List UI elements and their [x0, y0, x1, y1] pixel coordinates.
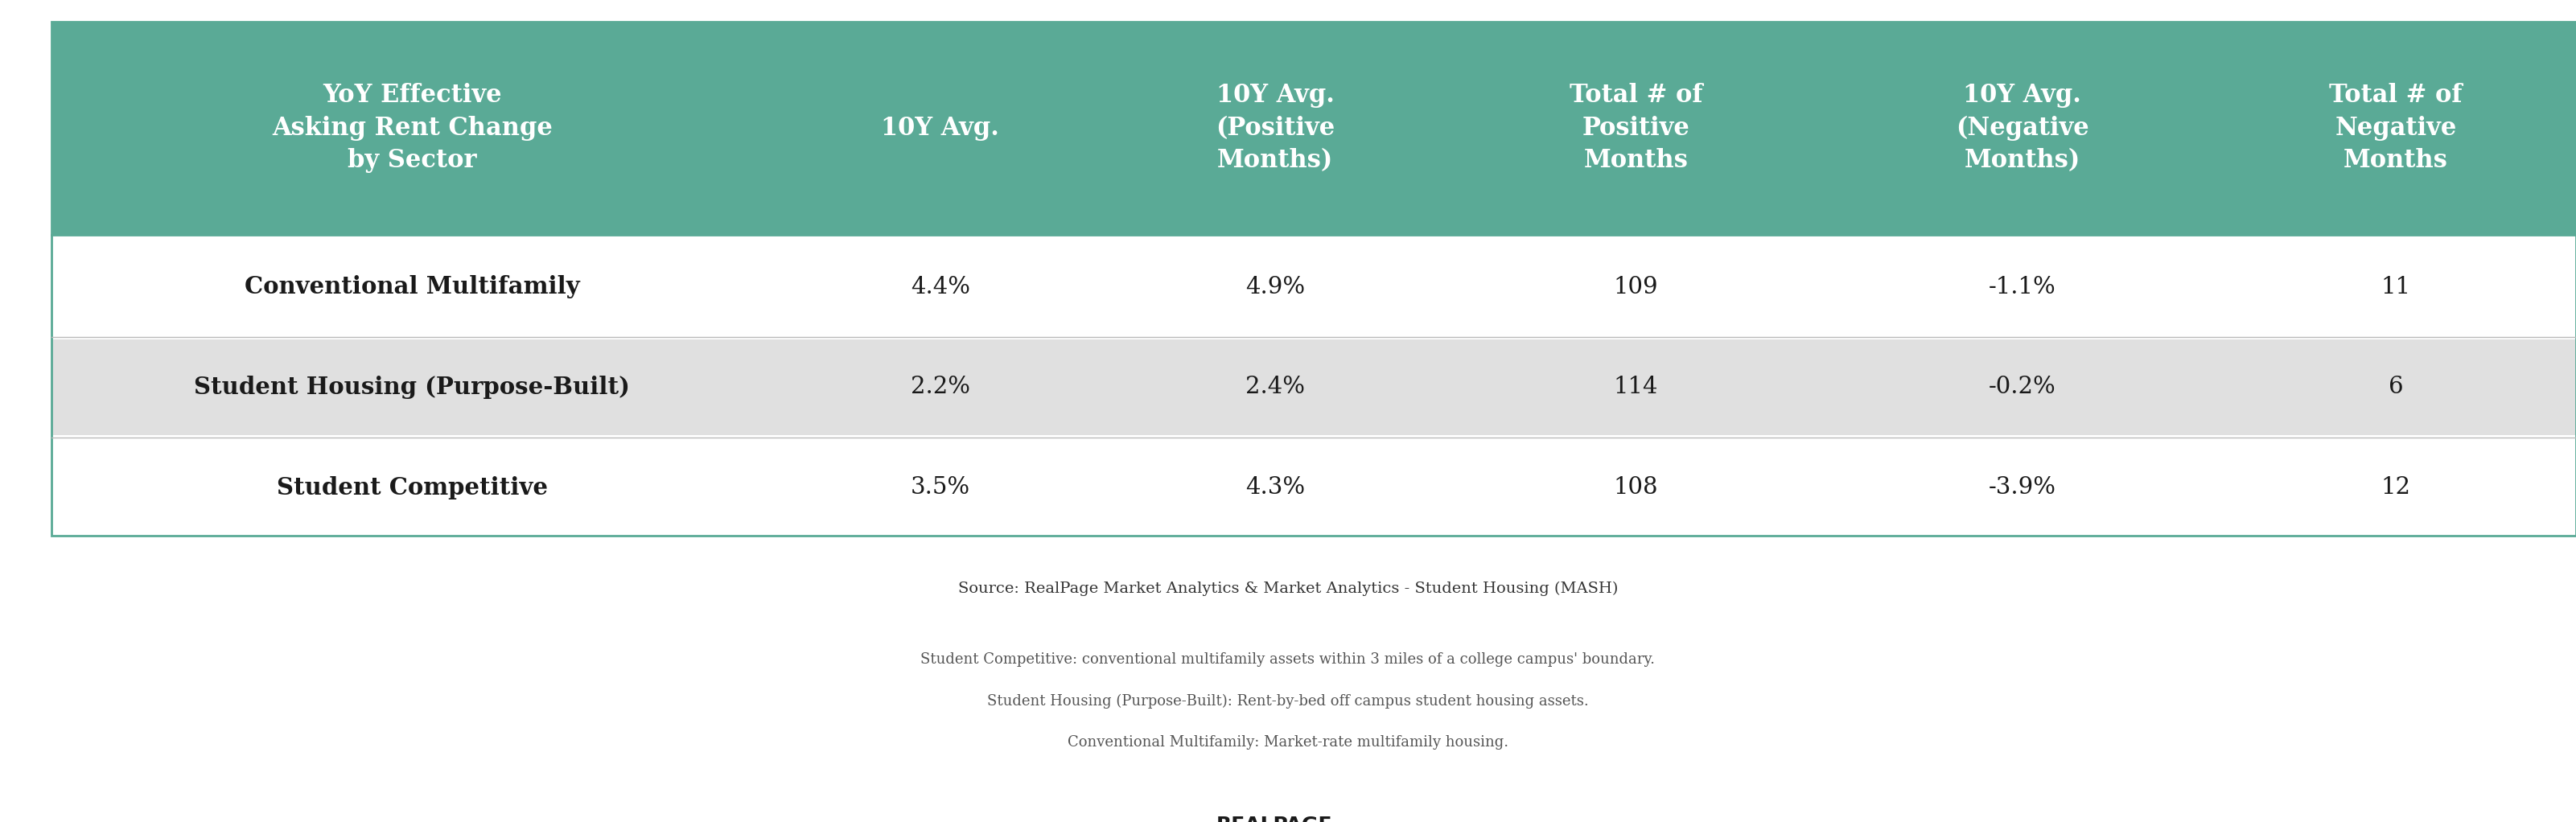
Text: 114: 114 — [1613, 376, 1659, 399]
Text: 10Y Avg.: 10Y Avg. — [881, 116, 999, 141]
Text: 10Y Avg.
(Positive
Months): 10Y Avg. (Positive Months) — [1216, 83, 1334, 173]
Text: REALPAGE: REALPAGE — [1216, 815, 1332, 822]
Text: Student Housing (Purpose-Built): Rent-by-bed off campus student housing assets.: Student Housing (Purpose-Built): Rent-by… — [987, 694, 1589, 709]
Text: 11: 11 — [2380, 275, 2411, 298]
Text: 10Y Avg.
(Negative
Months): 10Y Avg. (Negative Months) — [1955, 83, 2089, 173]
Text: -1.1%: -1.1% — [1989, 275, 2056, 298]
Text: 108: 108 — [1613, 476, 1659, 499]
Text: 3.5%: 3.5% — [909, 476, 971, 499]
Text: -0.2%: -0.2% — [1989, 376, 2056, 399]
FancyBboxPatch shape — [52, 21, 2576, 234]
Text: Student Competitive: conventional multifamily assets within 3 miles of a college: Student Competitive: conventional multif… — [920, 653, 1656, 667]
Text: Total # of
Positive
Months: Total # of Positive Months — [1569, 83, 1703, 173]
Text: 2.4%: 2.4% — [1244, 376, 1306, 399]
Text: 6: 6 — [2388, 376, 2403, 399]
Text: -3.9%: -3.9% — [1989, 476, 2056, 499]
Text: YoY Effective
Asking Rent Change
by Sector: YoY Effective Asking Rent Change by Sect… — [273, 83, 551, 173]
Text: Conventional Multifamily: Conventional Multifamily — [245, 275, 580, 298]
Text: 4.4%: 4.4% — [909, 275, 971, 298]
FancyBboxPatch shape — [52, 440, 2576, 535]
FancyBboxPatch shape — [52, 239, 2576, 335]
Text: Total # of
Negative
Months: Total # of Negative Months — [2329, 83, 2463, 173]
Text: Student Housing (Purpose-Built): Student Housing (Purpose-Built) — [193, 376, 631, 399]
Text: Conventional Multifamily: Market-rate multifamily housing.: Conventional Multifamily: Market-rate mu… — [1066, 735, 1510, 750]
Text: 12: 12 — [2380, 476, 2411, 499]
Text: 4.3%: 4.3% — [1244, 476, 1306, 499]
Text: 109: 109 — [1613, 275, 1659, 298]
Text: 2.2%: 2.2% — [909, 376, 971, 399]
Text: 4.9%: 4.9% — [1244, 275, 1306, 298]
Text: Student Competitive: Student Competitive — [276, 476, 549, 499]
FancyBboxPatch shape — [52, 339, 2576, 435]
Text: Source: RealPage Market Analytics & Market Analytics - Student Housing (MASH): Source: RealPage Market Analytics & Mark… — [958, 581, 1618, 596]
